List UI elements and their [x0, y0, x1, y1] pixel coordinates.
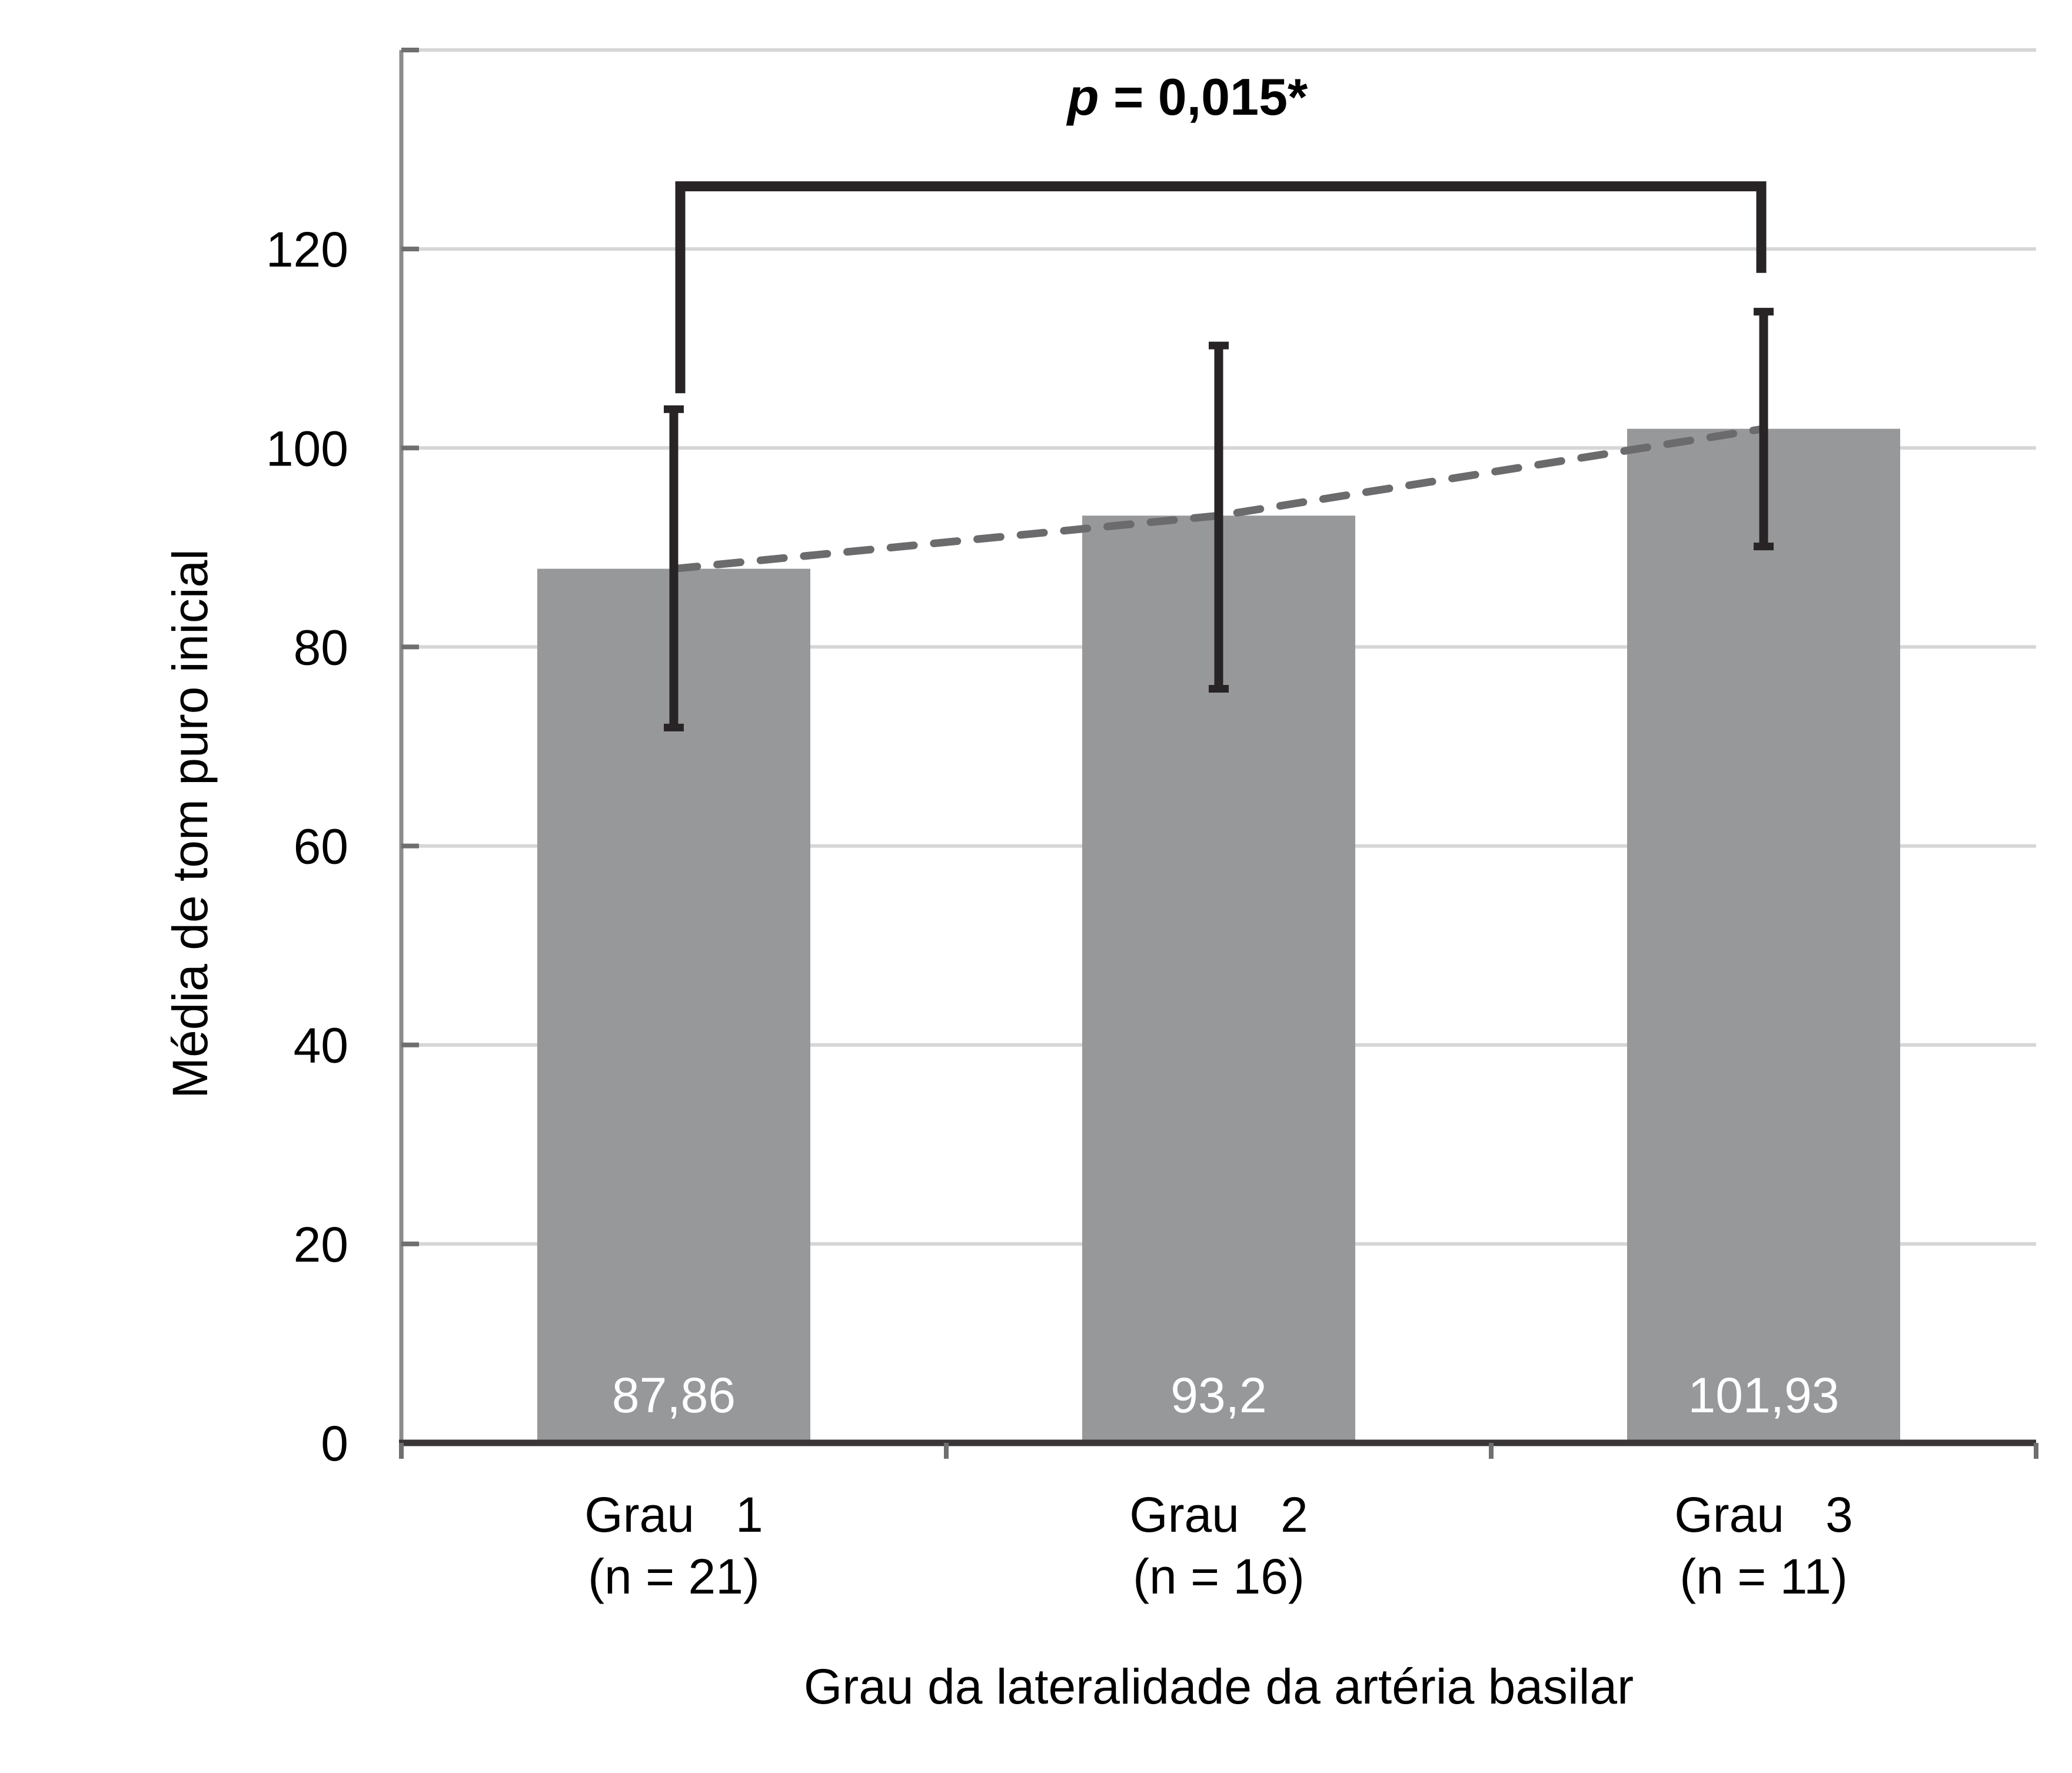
bar-grau-3 — [1627, 428, 1900, 1443]
y-tick-label: 0 — [321, 1416, 348, 1471]
y-tick-label: 100 — [266, 421, 348, 476]
y-tick-label: 20 — [294, 1217, 348, 1272]
category-sublabel: (n = 11) — [1679, 1549, 1848, 1604]
x-axis-title: Grau da lateralidade da artéria basilar — [804, 1659, 1634, 1714]
category-label: Grau 1 — [584, 1487, 763, 1542]
bar-value-label: 101,93 — [1688, 1368, 1840, 1423]
p-value-label: p = 0,015* — [1066, 68, 1308, 126]
y-tick-label: 60 — [294, 819, 348, 874]
category-label: Grau 3 — [1674, 1487, 1853, 1542]
y-tick-label: 40 — [294, 1018, 348, 1073]
category-label: Grau 2 — [1129, 1487, 1308, 1542]
category-sublabel: (n = 16) — [1133, 1549, 1305, 1604]
error-bar-grau-1 — [664, 405, 684, 731]
error-bar-grau-3 — [1754, 308, 1774, 551]
y-axis-title: Média de tom puro inicial — [162, 549, 218, 1099]
p-value-label-p: p — [1066, 68, 1099, 126]
significance-bracket — [675, 181, 1767, 394]
p-value-label-value: = 0,015* — [1099, 68, 1309, 126]
category-sublabel: (n = 21) — [588, 1549, 760, 1604]
y-tick-label: 120 — [266, 222, 348, 277]
bar-value-label: 93,2 — [1170, 1368, 1267, 1423]
y-tick-label: 80 — [294, 620, 348, 675]
bar-value-label: 87,86 — [612, 1368, 736, 1423]
error-bar-grau-2 — [1209, 341, 1229, 693]
